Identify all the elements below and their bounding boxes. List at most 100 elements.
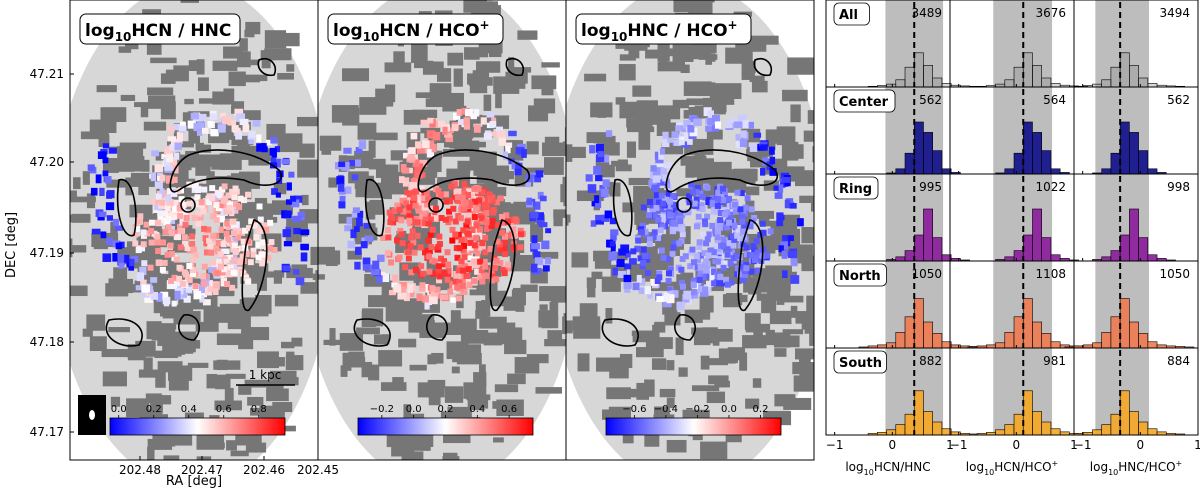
hist-bar <box>1022 52 1033 88</box>
ratio-pixel <box>686 193 693 200</box>
masked-pixel <box>609 182 621 197</box>
ratio-pixel <box>717 210 724 217</box>
masked-pixel <box>140 103 149 118</box>
masked-pixel <box>483 332 503 346</box>
ratio-pixel <box>143 221 150 228</box>
hist-xlabel: log10HCN/HNC <box>845 460 930 477</box>
masked-pixel <box>553 214 563 227</box>
masked-pixel <box>698 54 718 60</box>
ratio-pixel <box>231 125 239 132</box>
ratio-pixel <box>435 263 442 270</box>
region-label-text: North <box>839 269 881 284</box>
ratio-pixel <box>539 195 547 202</box>
masked-pixel <box>751 35 779 45</box>
masked-pixel <box>803 130 814 142</box>
ratio-pixel <box>678 279 685 286</box>
hist-bar <box>1041 77 1052 88</box>
ratio-pixel <box>635 237 642 244</box>
hist-bar <box>1092 342 1102 349</box>
ratio-pixel <box>102 170 109 177</box>
ratio-pixel <box>164 205 171 212</box>
hist-xtick-label: −1 <box>826 438 844 452</box>
ytick-label: 47.21 <box>30 67 64 81</box>
ratio-pixel <box>501 245 508 252</box>
masked-pixel <box>296 116 318 127</box>
hist-bar <box>1004 256 1015 262</box>
ratio-pixel <box>751 214 758 221</box>
ratio-pixel <box>162 228 169 235</box>
ratio-pixel <box>168 250 175 257</box>
ratio-pixel <box>245 191 252 198</box>
masked-pixel <box>361 361 373 378</box>
ratio-pixel <box>705 280 714 288</box>
ratio-pixel <box>409 228 416 235</box>
masked-pixel <box>143 121 167 131</box>
ratio-pixel <box>177 212 184 219</box>
ratio-pixel <box>531 235 538 244</box>
ratio-pixel <box>718 194 725 201</box>
ratio-pixel <box>714 234 721 241</box>
ratio-pixel <box>165 216 172 223</box>
masked-pixel <box>373 132 398 141</box>
ratio-pixel <box>479 278 486 285</box>
masked-pixel <box>562 176 566 190</box>
ratio-pixel <box>168 230 175 237</box>
ratio-pixel <box>200 273 207 280</box>
masked-pixel <box>427 354 437 365</box>
ratio-pixel <box>202 235 209 242</box>
masked-pixel <box>615 97 626 105</box>
ratio-pixel <box>399 286 406 293</box>
ratio-pixel <box>345 186 352 194</box>
masked-pixel <box>637 216 659 224</box>
masked-pixel <box>105 283 129 297</box>
hist-xlabel: log10HNC/HCO+ <box>1090 459 1182 477</box>
ratio-pixel <box>728 118 737 127</box>
ratio-pixel <box>256 203 263 210</box>
ratio-pixel <box>283 241 293 247</box>
ratio-pixel <box>192 182 199 189</box>
ratio-pixel <box>388 289 396 296</box>
masked-pixel <box>520 284 538 292</box>
ratio-pixel <box>471 185 478 192</box>
ratio-pixel <box>179 280 186 287</box>
ratio-pixel <box>610 229 619 236</box>
ratio-pixel <box>225 271 232 278</box>
hist-bar <box>932 237 943 262</box>
ratio-pixel <box>617 270 627 278</box>
ratio-pixel <box>458 258 465 265</box>
masked-pixel <box>654 321 666 333</box>
ratio-pixel <box>677 210 684 217</box>
masked-pixel <box>622 428 634 444</box>
ratio-pixel <box>433 205 440 212</box>
masked-pixel <box>680 64 690 73</box>
ratio-pixel <box>427 231 434 238</box>
ratio-pixel <box>782 235 789 243</box>
ratio-pixel <box>229 284 236 291</box>
masked-pixel <box>700 355 710 370</box>
ratio-pixel <box>246 225 253 232</box>
ratio-pixel <box>171 300 177 307</box>
ratio-pixel <box>426 268 433 275</box>
ratio-pixel <box>231 201 238 208</box>
ratio-pixel <box>726 219 733 226</box>
ratio-pixel <box>472 198 479 205</box>
ratio-pixel <box>787 250 797 259</box>
ratio-pixel <box>386 209 393 216</box>
ratio-pixel <box>441 258 448 265</box>
masked-pixel <box>566 218 569 226</box>
ratio-pixel <box>431 143 437 153</box>
ratio-pixel <box>243 251 250 258</box>
hist-bar <box>904 152 915 175</box>
map-title-box <box>79 13 241 45</box>
masked-pixel <box>442 456 460 460</box>
masked-pixel <box>240 110 261 121</box>
ratio-pixel <box>195 220 202 227</box>
masked-pixel <box>801 255 814 272</box>
masked-pixel <box>419 441 431 451</box>
masked-pixel <box>586 277 596 288</box>
ratio-pixel <box>653 204 660 211</box>
ratio-pixel <box>217 263 224 270</box>
ratio-pixel <box>242 124 250 133</box>
ratio-pixel <box>737 114 747 122</box>
ratio-pixel <box>608 252 618 261</box>
